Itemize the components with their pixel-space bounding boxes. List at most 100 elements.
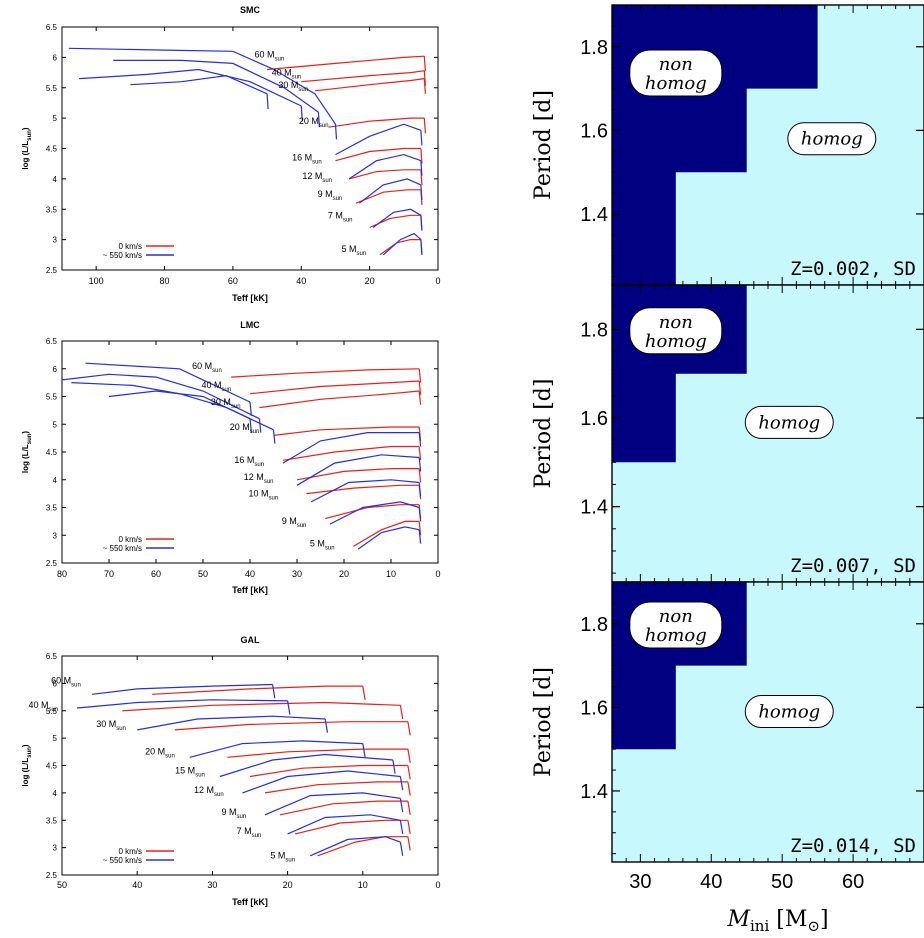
x-tick-label: 40 [132, 880, 142, 890]
x-tick-label: 0 [435, 880, 440, 890]
x-tick-label: 20 [365, 276, 375, 286]
track-rot-7 [372, 208, 422, 228]
track-rot-0 [92, 683, 273, 695]
y-tick-label: 3.5 [46, 816, 58, 825]
x-axis-label: Teff [kK] [232, 897, 268, 907]
x-tick-label: 30 [629, 871, 651, 893]
legend-label: 0 km/s [118, 242, 142, 251]
track-nonrot-5 [348, 169, 421, 180]
x-tick-label: 50 [771, 871, 793, 893]
y-tick-label: 3.5 [46, 205, 58, 214]
mass-label: 60 Msun [254, 49, 284, 62]
nonhomog-label-line2: homog [645, 73, 707, 94]
track-tail [423, 78, 426, 94]
nonhomog-label-box [629, 601, 723, 649]
y-axis-label: Period [d] [531, 379, 556, 489]
y-tick-label: 4 [53, 789, 58, 798]
y-tick-label: 2.5 [46, 871, 58, 880]
track-tail [362, 743, 366, 758]
mass-label: 30 Msun [96, 719, 126, 732]
track-nonrot-6 [279, 800, 408, 816]
track-rot-0 [68, 47, 336, 125]
mass-label: 16 Msun [292, 153, 322, 166]
track-tail [407, 765, 411, 780]
track-tail [418, 529, 422, 544]
y-tick-label: 1.6 [580, 408, 608, 430]
track-rot-0 [85, 362, 251, 403]
track-nonrot-3 [227, 748, 408, 758]
mass-label: 60 Msun [51, 675, 81, 688]
y-tick-label: 6.5 [46, 23, 58, 32]
panel-title: SMC [240, 5, 261, 15]
track-nonrot-3 [328, 117, 425, 128]
track-nonrot-4 [335, 147, 421, 162]
track-nonrot-1 [249, 380, 420, 395]
plot-frame [61, 340, 439, 564]
track-tail [418, 482, 422, 497]
y-tick-label: 5.5 [46, 84, 58, 93]
y-tick-label: 3 [53, 236, 58, 245]
mass-label: 7 Msun [328, 210, 353, 223]
track-tail [418, 507, 422, 522]
track-tail [272, 429, 276, 444]
legend-label: ~ 550 km/s [103, 856, 142, 865]
track-tail [418, 368, 422, 383]
track-nonrot-6 [355, 189, 421, 204]
track-nonrot-5 [296, 468, 420, 481]
y-tick-label: 6.5 [46, 652, 58, 661]
track-rot-2 [137, 715, 326, 731]
track-nonrot-4 [282, 445, 420, 461]
mass-label: 15 Msun [175, 766, 205, 779]
metallicity-annotation: Z=0.002, SD [790, 258, 916, 280]
track-tail [272, 684, 276, 699]
track-tail [420, 239, 423, 255]
x-axis-label: Mini [M⊙] [726, 907, 828, 935]
track-tail [423, 118, 426, 134]
x-tick-label: 40 [700, 871, 722, 893]
y-tick-label: 4 [53, 476, 58, 485]
track-tail [399, 776, 404, 791]
x-tick-label: 0 [435, 276, 440, 286]
nonhomog-label-line2: homog [645, 331, 707, 352]
mass-label: 30 Msun [278, 80, 308, 93]
y-tick-label: 1.4 [580, 497, 608, 519]
track-rot-8 [382, 232, 422, 256]
x-tick-label: 60 [151, 569, 161, 579]
mass-label: 16 Msun [234, 455, 264, 468]
track-rot-1 [62, 373, 260, 420]
track-tail [258, 418, 262, 433]
track-tail [362, 686, 366, 700]
track-nonrot-2 [259, 390, 420, 409]
mass-label: 12 Msun [194, 785, 224, 798]
y-tick-label: 1.4 [580, 204, 608, 226]
mass-label: 5 Msun [342, 244, 367, 257]
y-tick-label: 1.6 [580, 697, 608, 719]
y-tick-label: 1.8 [580, 37, 608, 59]
legend-label: 0 km/s [118, 847, 142, 856]
track-rot-3 [108, 390, 251, 420]
homog-label: homog [758, 412, 820, 433]
x-tick-label: 80 [57, 569, 67, 579]
panel-title: LMC [240, 320, 260, 330]
nonhomog-label-line2: homog [645, 625, 707, 646]
track-rot-4 [219, 753, 393, 778]
x-tick-label: 10 [358, 880, 368, 890]
track-rot-1 [76, 699, 288, 709]
track-nonrot-6 [306, 484, 420, 495]
track-rot-3 [130, 74, 268, 95]
track-tail [418, 521, 422, 536]
track-tail [418, 457, 422, 472]
track-rot-7 [287, 814, 401, 835]
track-tail [423, 56, 426, 72]
mass-label: 40 Msun [272, 68, 302, 81]
mass-label: 7 Msun [237, 826, 262, 839]
track-nonrot-4 [249, 764, 408, 778]
mass-label: 9 Msun [318, 189, 343, 202]
track-tail [418, 380, 422, 395]
track-nonrot-0 [267, 55, 425, 71]
mass-label: 5 Msun [310, 538, 335, 551]
x-tick-label: 80 [160, 276, 170, 286]
track-rot-4 [335, 123, 422, 156]
x-tick-label: 60 [842, 871, 864, 893]
